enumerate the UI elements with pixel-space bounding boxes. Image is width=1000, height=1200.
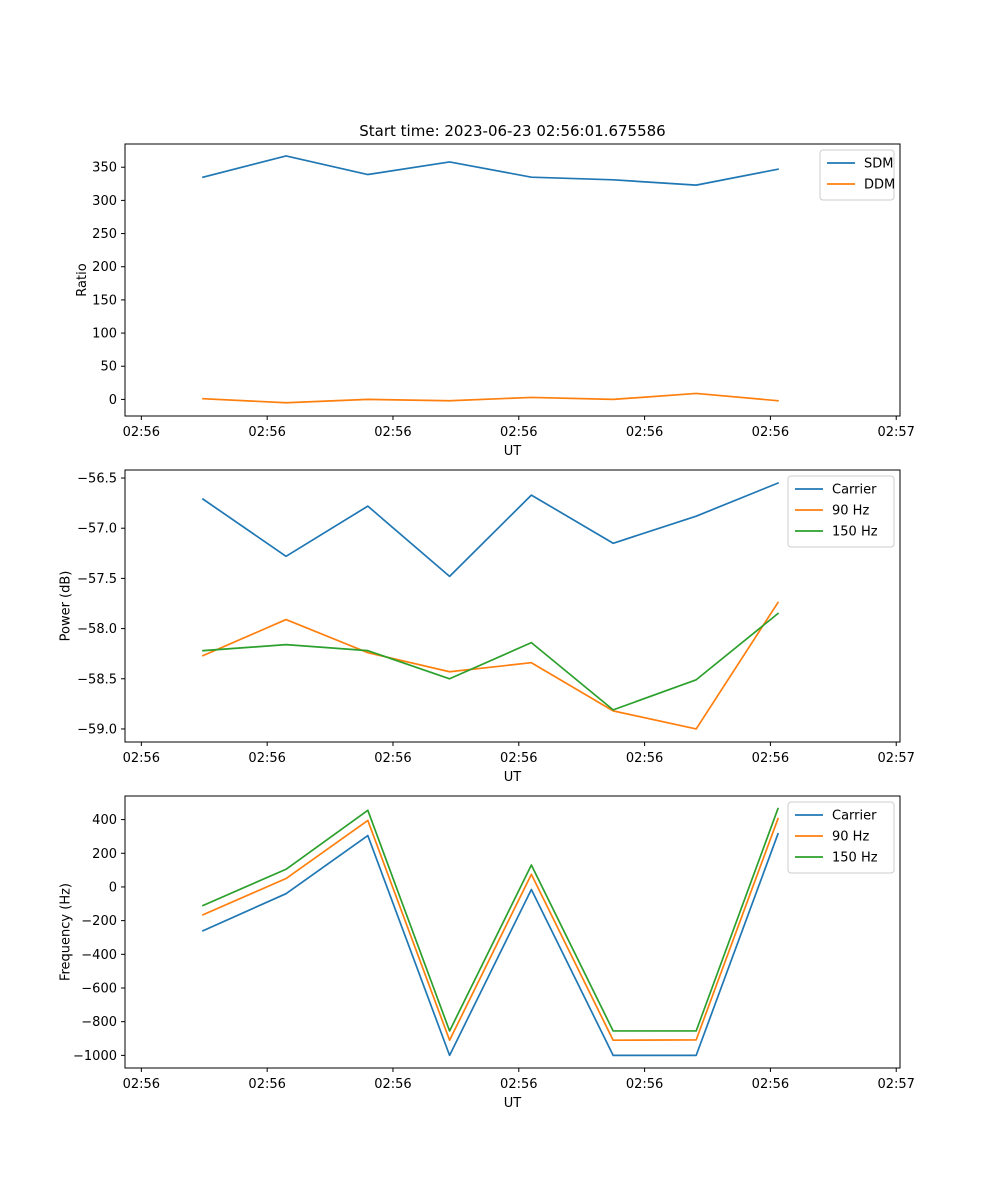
series-line-carrier [201,481,780,578]
panel-2: 02:56 02:56 02:56 02:56 02:56 02:56 02:57 −59.0… [59,469,915,785]
series-line-90-hz [201,817,780,1042]
axes-frame [124,143,901,417]
y-tick-label: 200 [92,260,117,275]
y-axis-label: Frequency (Hz) [59,883,74,981]
legend-label: 90 Hz [832,504,869,519]
legend-label: 150 Hz [832,525,878,540]
y-tick-label: −200 [81,914,117,929]
x-tick-label: 02:57 [877,751,914,766]
series-line-90-hz [201,601,780,730]
x-tick-label: 02:56 [248,425,285,440]
y-tick-label: −800 [81,1015,117,1030]
legend-label: Carrier [832,809,877,824]
x-tick-label: 02:56 [123,425,160,440]
legend: Carrier 90 Hz 150 Hz [787,801,895,874]
x-axis-label: UT [504,444,522,459]
x-tick-label: 02:56 [123,751,160,766]
x-tick-label: 02:56 [752,751,789,766]
legend-box [787,475,895,548]
y-tick-label: −57.5 [77,572,117,587]
panel-3: 02:56 02:56 02:56 02:56 02:56 02:56 02:57 −1000… [59,795,915,1111]
y-tick-label: 100 [92,327,117,342]
y-tick-label: −58.0 [77,622,117,637]
x-axis-label: UT [504,1096,522,1111]
x-tick-label: 02:56 [374,1077,411,1092]
x-tick-label: 02:57 [877,425,914,440]
x-tick-label: 02:56 [752,425,789,440]
y-axis-label: Power (dB) [59,571,74,642]
y-tick-label: 0 [109,393,117,408]
x-tick-label: 02:56 [626,751,663,766]
x-tick-label: 02:56 [626,425,663,440]
x-tick-label: 02:56 [374,751,411,766]
x-tick-label: 02:56 [248,1077,285,1092]
series-line-carrier [201,832,780,1057]
x-axis-label: UT [504,770,522,785]
legend: Carrier 90 Hz 150 Hz [787,475,895,548]
y-tick-label: −59.0 [77,722,117,737]
y-tick-label: 250 [92,227,117,242]
y-tick-label: 300 [92,194,117,209]
legend: SDM DDM [819,149,895,201]
x-tick-label: 02:56 [248,751,285,766]
y-tick-label: 50 [100,360,117,375]
y-tick-label: 400 [92,813,117,828]
y-tick-label: −1000 [73,1049,117,1064]
y-tick-label: 0 [109,880,117,895]
figure-title: Start time: 2023-06-23 02:56:01.675586 [359,122,665,140]
legend-label: SDM [864,157,893,172]
panel-1: 02:56 02:56 02:56 02:56 02:56 02:56 02:57 0 50 10… [75,143,915,459]
x-tick-label: 02:56 [626,1077,663,1092]
y-axis-label: Ratio [75,263,90,296]
legend-box [787,801,895,874]
x-tick-label: 02:56 [123,1077,160,1092]
y-tick-label: 200 [92,847,117,862]
y-tick-label: −400 [81,948,117,963]
legend-label: Carrier [832,483,877,498]
series-line-150-hz [201,807,780,1032]
axes-frame [124,795,901,1069]
axes-frame [124,469,901,743]
legend-label: DDM [864,178,895,193]
x-tick-label: 02:56 [500,751,537,766]
x-tick-label: 02:56 [500,425,537,440]
x-tick-label: 02:56 [500,1077,537,1092]
x-tick-label: 02:57 [877,1077,914,1092]
x-tick-label: 02:56 [752,1077,789,1092]
legend-label: 90 Hz [832,830,869,845]
y-tick-label: 150 [92,293,117,308]
series-line-ddm [202,392,779,404]
series-line-150-hz [202,612,780,711]
y-tick-label: −57.0 [77,522,117,537]
series-line-sdm [201,155,779,186]
y-tick-label: −56.5 [77,472,117,487]
y-tick-label: 350 [92,161,117,176]
x-tick-label: 02:56 [374,425,411,440]
y-tick-label: −600 [81,982,117,997]
y-tick-label: −58.5 [77,672,117,687]
legend-label: 150 Hz [832,851,878,866]
